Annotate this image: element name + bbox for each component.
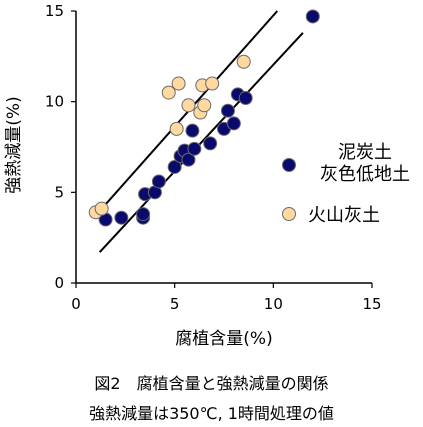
x-tick-label: 5 (170, 295, 180, 313)
data-point-series-1 (226, 116, 241, 131)
y-tick-label: 15 (45, 2, 64, 20)
fit-line-2 (93, 10, 279, 219)
data-point-series-2 (94, 201, 109, 216)
legend-marker-series-1 (282, 158, 296, 172)
figure-note: 強熱減量は350℃, 1時間処理の値 (89, 404, 334, 423)
data-point-series-2 (171, 76, 186, 91)
figure-caption: 図2 腐植含量と強熱減量の関係 (94, 374, 329, 393)
x-tick-label: 10 (264, 295, 283, 313)
data-point-series-1 (305, 9, 320, 24)
data-point-series-1 (167, 159, 182, 174)
data-point-series-2 (181, 98, 196, 113)
data-point-series-2 (161, 85, 176, 100)
legend-label-series-2: 火山灰土 (308, 205, 380, 226)
legend-marker-series-2 (282, 207, 296, 221)
y-tick-label: 10 (45, 93, 64, 111)
data-point-series-1 (238, 91, 253, 106)
data-point-series-1 (114, 210, 129, 225)
y-axis-label: 強熱減量(%) (4, 96, 24, 193)
fit-lines (93, 10, 304, 253)
data-point-series-1 (187, 141, 202, 156)
data-points (88, 9, 320, 227)
data-point-series-1 (151, 174, 166, 189)
fit-line-1 (98, 32, 304, 253)
data-point-series-1 (136, 207, 151, 222)
tick-labels: 0 5 10 15 0 5 10 15 (45, 2, 382, 313)
data-point-series-2 (197, 98, 212, 113)
data-point-series-2 (236, 54, 251, 69)
scatter-chart: 0 5 10 15 0 5 10 15 腐植含量(%) 強熱減量(%) 泥炭土灰色低地土火山灰… (4, 2, 410, 349)
axes (71, 10, 373, 288)
x-axis-label: 腐植含量(%) (175, 329, 272, 349)
y-tick-label: 0 (54, 274, 64, 292)
data-point-series-2 (205, 76, 220, 91)
data-point-series-2 (169, 121, 184, 136)
legend-label-series-1: 泥炭土灰色低地土 (320, 142, 410, 185)
x-tick-label: 15 (362, 295, 381, 313)
data-point-series-1 (220, 103, 235, 118)
data-point-series-1 (181, 152, 196, 167)
data-point-series-1 (185, 123, 200, 138)
x-tick-label: 0 (71, 295, 81, 313)
y-tick-label: 5 (54, 183, 64, 201)
data-point-series-1 (203, 136, 218, 151)
